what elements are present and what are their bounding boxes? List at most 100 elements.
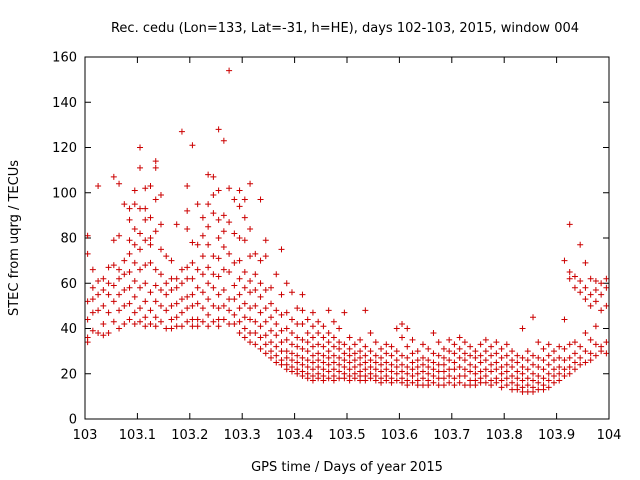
data-point: [231, 311, 238, 318]
data-point: [241, 300, 248, 307]
data-point: [205, 223, 212, 230]
data-point: [236, 203, 243, 210]
data-point: [189, 259, 196, 266]
data-point: [456, 354, 463, 361]
data-point: [210, 192, 217, 199]
data-point: [304, 357, 311, 364]
data-point: [157, 302, 164, 309]
data-point: [309, 323, 316, 330]
data-point: [430, 350, 437, 357]
data-point: [456, 334, 463, 341]
data-point: [388, 379, 395, 386]
data-point: [252, 250, 259, 257]
data-point: [446, 357, 453, 364]
data-point: [315, 375, 322, 382]
data-point: [89, 309, 96, 316]
data-point: [451, 366, 458, 373]
data-point: [268, 354, 275, 361]
data-point: [257, 309, 264, 316]
data-point: [336, 339, 343, 346]
data-point: [126, 250, 133, 257]
data-point: [283, 336, 290, 343]
data-point: [247, 225, 254, 232]
data-point: [325, 354, 332, 361]
data-point: [435, 375, 442, 382]
data-point: [577, 361, 584, 368]
data-point: [283, 325, 290, 332]
data-point: [178, 309, 185, 316]
data-point: [147, 307, 154, 314]
data-point: [325, 330, 332, 337]
data-point: [205, 311, 212, 318]
data-point: [451, 359, 458, 366]
data-point: [341, 350, 348, 357]
data-point: [571, 339, 578, 346]
y-axis-label: STEC from uqrg / TECUs: [7, 160, 22, 316]
data-point: [110, 298, 117, 305]
data-point: [241, 314, 248, 321]
data-point: [383, 359, 390, 366]
data-point: [519, 370, 526, 377]
data-point: [566, 268, 573, 275]
data-point: [446, 336, 453, 343]
data-point: [262, 332, 269, 339]
data-point: [451, 375, 458, 382]
data-point: [215, 305, 222, 312]
data-point: [414, 348, 421, 355]
data-point: [503, 361, 510, 368]
data-point: [393, 357, 400, 364]
data-point: [509, 357, 516, 364]
data-point: [131, 309, 138, 316]
data-point: [582, 296, 589, 303]
data-point: [247, 330, 254, 337]
data-point: [603, 284, 610, 291]
data-point: [137, 246, 144, 253]
data-point: [357, 377, 364, 384]
data-point: [419, 354, 426, 361]
data-point: [341, 375, 348, 382]
plot-frame: [84, 56, 610, 420]
data-point: [247, 277, 254, 284]
data-point: [189, 316, 196, 323]
data-point: [550, 366, 557, 373]
data-point: [404, 354, 411, 361]
data-point: [126, 237, 133, 244]
data-point: [220, 266, 227, 273]
data-point: [404, 363, 411, 370]
data-point: [121, 320, 128, 327]
data-point: [294, 370, 301, 377]
data-point: [587, 350, 594, 357]
data-point: [399, 320, 406, 327]
data-point: [582, 284, 589, 291]
data-point: [257, 323, 264, 330]
data-point: [582, 348, 589, 355]
data-point: [116, 232, 123, 239]
data-point: [121, 201, 128, 208]
data-point: [472, 363, 479, 370]
data-point: [409, 336, 416, 343]
data-point: [157, 318, 164, 325]
y-tick-label: 0: [69, 413, 77, 428]
data-point: [320, 377, 327, 384]
data-point: [189, 302, 196, 309]
data-point: [482, 373, 489, 380]
data-point: [351, 357, 358, 364]
data-point: [210, 210, 217, 217]
data-point: [226, 219, 233, 226]
data-point: [378, 379, 385, 386]
data-point: [592, 277, 599, 284]
x-tick-label: 104: [597, 428, 622, 443]
data-point: [268, 300, 275, 307]
data-point: [309, 343, 316, 350]
data-point: [294, 352, 301, 359]
data-point: [309, 309, 316, 316]
data-point: [184, 305, 191, 312]
data-point: [472, 382, 479, 389]
data-point: [419, 368, 426, 375]
data-point: [325, 307, 332, 314]
data-point: [215, 255, 222, 262]
data-point: [461, 366, 468, 373]
data-point: [268, 314, 275, 321]
data-point: [509, 386, 516, 393]
data-point: [173, 323, 180, 330]
